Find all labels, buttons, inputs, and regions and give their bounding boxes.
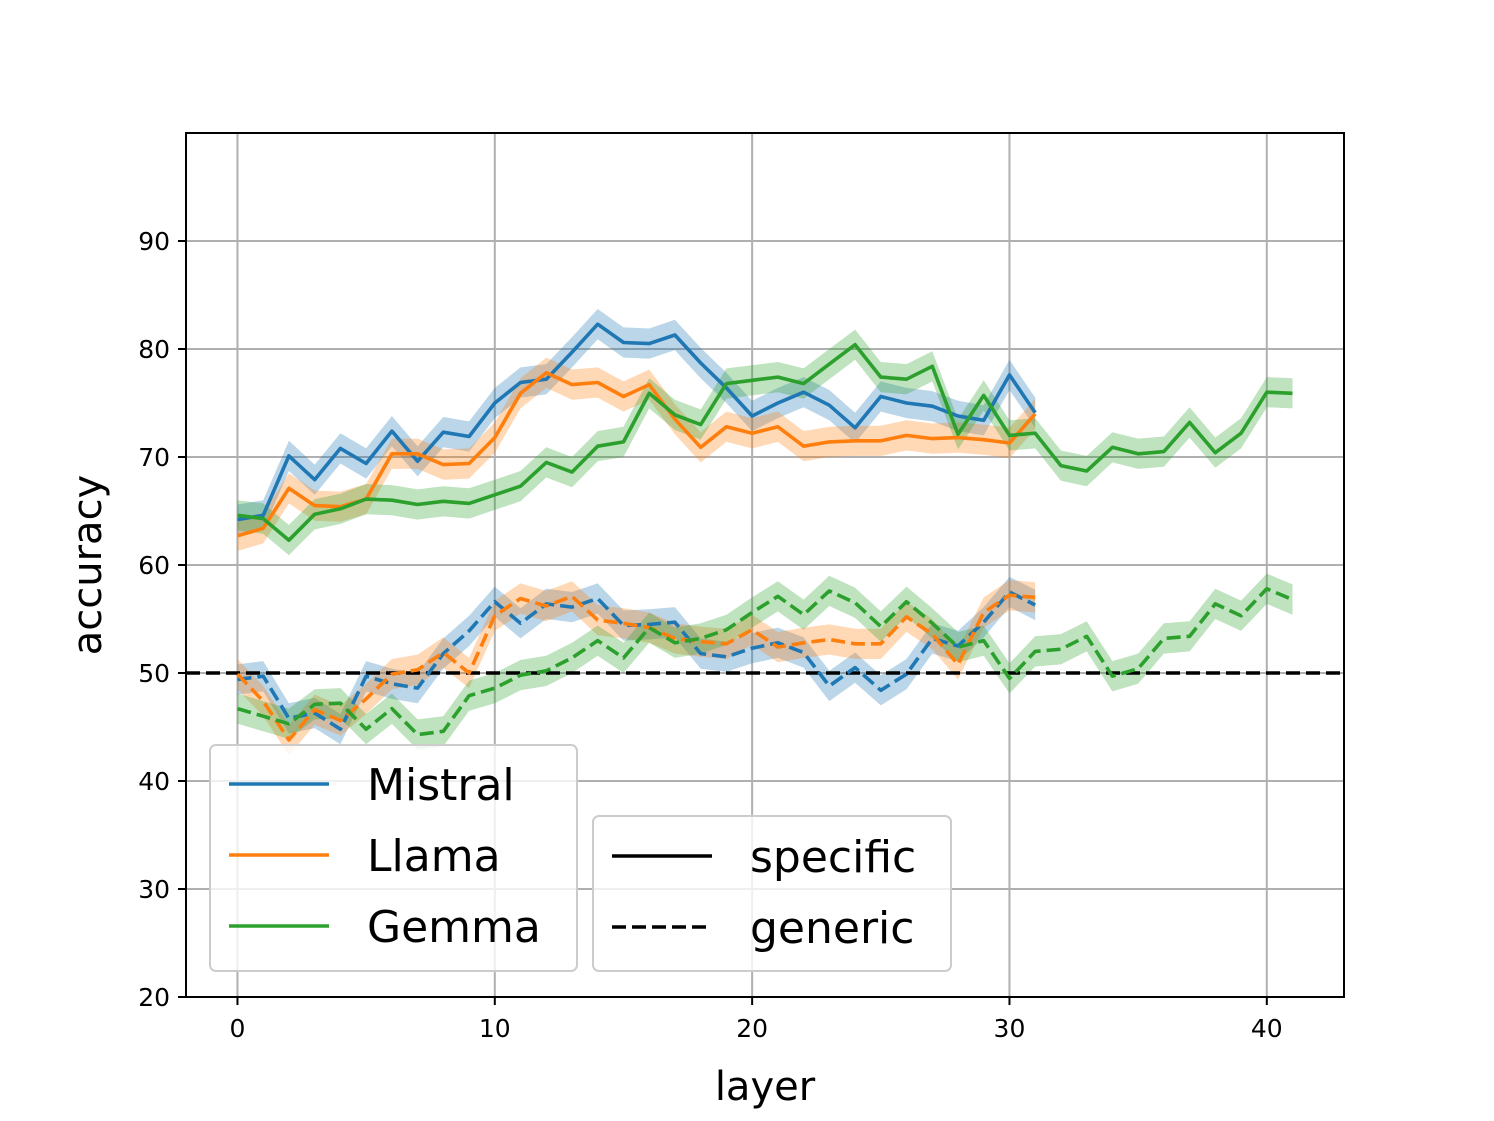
line-llama-generic	[236, 593, 1036, 742]
band-mistral-specific	[237, 309, 1036, 535]
legend-models: Mistral Llama Gemma	[209, 744, 578, 972]
y-tick-label: 70	[138, 443, 170, 472]
y-tick-label: 80	[138, 335, 170, 364]
y-axis-label: accuracy	[65, 475, 111, 655]
y-tick-label: 90	[138, 227, 170, 256]
legend-label-mistral: Mistral	[367, 760, 515, 811]
y-tick-label: 20	[138, 983, 170, 1012]
band-mistral-generic	[237, 576, 1036, 745]
legend-styles: specific generic	[592, 815, 952, 972]
legend-label-generic: generic	[750, 903, 914, 954]
band-gemma-generic	[237, 573, 1293, 750]
x-axis-label: layer	[715, 1064, 816, 1110]
x-tick-label: 40	[1251, 1014, 1283, 1043]
line-gemma-generic	[236, 586, 1294, 737]
line-llama-specific	[236, 370, 1037, 538]
line-gemma-specific	[237, 342, 1293, 543]
line-mistral-specific	[237, 322, 1037, 522]
band-gemma-specific	[237, 329, 1293, 556]
y-tick-label: 60	[138, 551, 170, 580]
axis-ticks: 0 10 20 30 40 20 30 40 50 60 70 80 90	[138, 227, 1283, 1043]
legend-models-box	[209, 744, 578, 972]
x-tick-label: 20	[736, 1014, 768, 1043]
x-tick-label: 30	[994, 1014, 1026, 1043]
x-tick-label: 10	[479, 1014, 511, 1043]
legend-label-llama: Llama	[367, 831, 501, 882]
band-llama-generic	[237, 580, 1036, 756]
legend-label-gemma: Gemma	[367, 902, 541, 953]
y-tick-label: 50	[138, 659, 170, 688]
y-tick-label: 40	[138, 767, 170, 796]
legend-label-specific: specific	[750, 832, 916, 883]
y-tick-label: 30	[138, 875, 170, 904]
series-lines	[236, 322, 1294, 742]
x-tick-label: 0	[230, 1014, 246, 1043]
